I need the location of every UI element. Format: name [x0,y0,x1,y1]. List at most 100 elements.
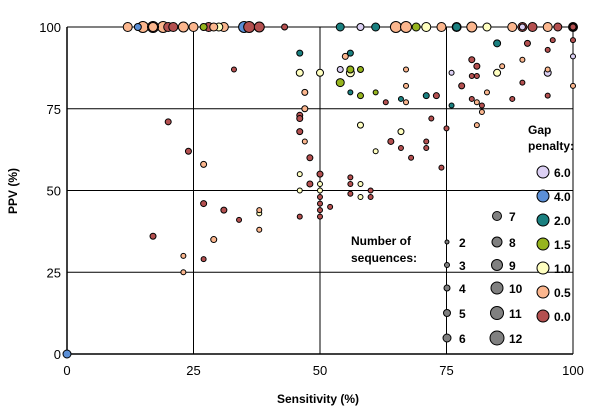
color-legend-marker [536,165,550,179]
size-legend-marker [489,330,505,346]
data-point [347,89,354,96]
data-point [519,56,526,63]
data-point [316,170,324,178]
data-point [523,39,531,47]
x-tick-label: 25 [186,363,200,378]
color-legend-label: 1.5 [554,238,571,252]
data-point [478,102,485,109]
data-point [317,213,323,220]
data-point [317,207,323,214]
data-point [200,200,208,208]
size-legend-label: 6 [459,332,466,346]
data-point [133,23,142,31]
data-point [570,53,576,60]
data-point [423,138,430,145]
data-point [295,68,304,77]
data-point [569,23,577,31]
data-point [220,206,228,214]
size-legend-label: 4 [459,282,466,296]
color-legend-title-line1: Gap [528,123,551,137]
data-point [296,187,303,194]
data-point [570,82,576,89]
data-point [317,187,323,194]
data-point [317,194,323,201]
data-point [177,21,189,33]
size-legend-label: 9 [509,259,516,273]
data-point [448,69,455,76]
data-point [341,52,349,60]
data-point [301,105,309,113]
size-legend-label: 3 [459,259,466,273]
data-point [347,174,354,181]
data-point [507,22,518,32]
data-point [458,82,466,90]
data-point [421,22,432,32]
x-axis-title: Sensitivity (%) [277,392,359,406]
data-point [164,118,172,126]
data-point [243,21,256,33]
size-legend-marker [490,281,504,295]
data-point [327,203,334,210]
data-point [335,78,345,88]
data-point [478,109,485,116]
size-legend-marker [443,284,451,292]
data-point [149,232,157,240]
data-point [306,180,314,188]
color-legend-marker [536,261,550,275]
y-axis-title: PPV (%) [6,168,20,214]
data-point [335,22,345,32]
color-legend-label: 6.0 [554,166,571,180]
data-point [296,49,304,57]
data-point [482,22,492,32]
data-point [346,65,355,74]
data-point [180,252,187,259]
data-point [296,213,303,220]
data-point [387,137,395,145]
size-legend-label: 10 [509,282,523,296]
data-point [493,68,502,77]
data-point [371,22,381,32]
color-legend-marker [536,285,550,299]
data-point [356,92,364,100]
size-legend-label: 7 [509,210,516,224]
data-point [230,66,237,73]
data-point [408,154,415,161]
data-point [403,66,410,73]
data-point [468,56,476,64]
data-point [317,180,323,187]
data-point [428,115,435,122]
data-point [367,187,374,194]
data-point [347,190,354,197]
data-point [184,147,192,155]
data-point [397,144,404,151]
size-legend-label: 8 [509,236,516,250]
data-point [210,236,218,244]
data-point [452,22,462,32]
size-legend-marker [491,259,503,271]
data-point [372,148,379,155]
y-tick-label: 25 [47,265,61,280]
data-point [256,207,263,214]
data-point [253,21,265,33]
y-tick-label: 50 [47,184,61,199]
data-point [468,95,475,102]
data-point [403,99,410,106]
color-legend-label: 0.5 [554,286,571,300]
plot-grid [67,26,574,354]
color-legend-label: 1.0 [554,262,571,276]
data-point [468,73,475,80]
data-point [281,23,289,31]
data-point [357,180,364,187]
size-legend-marker [443,309,451,317]
size-legend: Number of sequences: 2 3 4 5 6 7 8 9 10 11 12 [351,210,523,346]
data-point [256,226,263,233]
data-point [357,194,364,201]
data-point [422,92,430,100]
data-point [301,138,308,145]
data-point [466,21,478,33]
x-tick-label: 50 [313,363,327,378]
data-point [236,216,243,223]
data-point [473,73,480,80]
data-point [519,79,526,86]
